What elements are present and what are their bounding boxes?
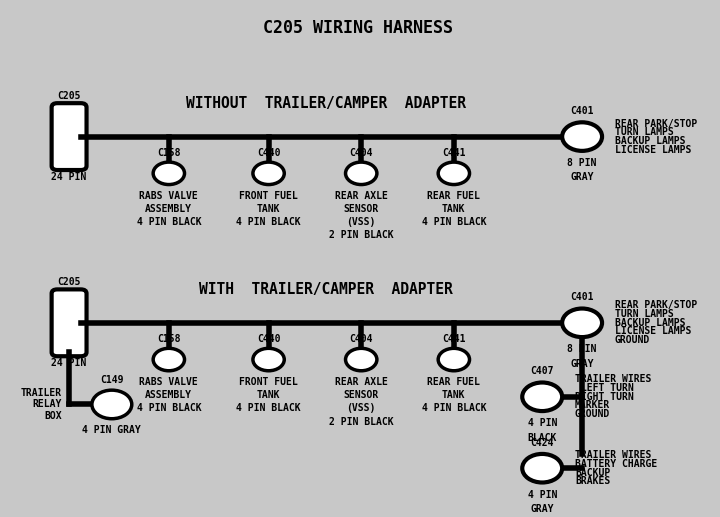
Circle shape: [92, 390, 132, 419]
Text: BACKUP LAMPS: BACKUP LAMPS: [615, 136, 685, 146]
Circle shape: [562, 123, 602, 151]
Text: 8 PIN: 8 PIN: [567, 158, 597, 168]
Text: 2 PIN BLACK: 2 PIN BLACK: [329, 417, 394, 427]
Text: GRAY: GRAY: [531, 504, 554, 514]
Text: C205 WIRING HARNESS: C205 WIRING HARNESS: [263, 19, 453, 37]
Circle shape: [438, 348, 469, 371]
Text: RABS VALVE: RABS VALVE: [140, 191, 198, 201]
Text: TRAILER WIRES: TRAILER WIRES: [575, 450, 652, 460]
Circle shape: [153, 162, 184, 185]
Text: C404: C404: [349, 148, 373, 158]
Text: 8 PIN: 8 PIN: [567, 344, 597, 354]
Text: SENSOR: SENSOR: [343, 390, 379, 400]
Text: 4 PIN BLACK: 4 PIN BLACK: [236, 217, 301, 227]
Text: BRAKES: BRAKES: [575, 476, 611, 486]
Text: 4 PIN BLACK: 4 PIN BLACK: [137, 217, 201, 227]
Text: BATTERY CHARGE: BATTERY CHARGE: [575, 459, 657, 469]
Text: C158: C158: [157, 334, 181, 344]
Text: RABS VALVE: RABS VALVE: [140, 377, 198, 387]
Text: (VSS): (VSS): [346, 403, 376, 414]
Text: GRAY: GRAY: [570, 172, 594, 183]
Text: FRONT FUEL: FRONT FUEL: [239, 191, 298, 201]
Text: WITH  TRAILER/CAMPER  ADAPTER: WITH TRAILER/CAMPER ADAPTER: [199, 282, 452, 297]
Text: TANK: TANK: [257, 204, 280, 214]
Text: BACKUP LAMPS: BACKUP LAMPS: [615, 318, 685, 328]
Text: 4 PIN BLACK: 4 PIN BLACK: [236, 403, 301, 414]
Text: REAR AXLE: REAR AXLE: [335, 191, 387, 201]
Text: 2 PIN BLACK: 2 PIN BLACK: [329, 231, 394, 240]
Text: REAR FUEL: REAR FUEL: [428, 377, 480, 387]
Text: LICENSE LAMPS: LICENSE LAMPS: [615, 326, 691, 337]
Text: 4 PIN: 4 PIN: [528, 490, 557, 499]
Text: SENSOR: SENSOR: [343, 204, 379, 214]
Text: TURN LAMPS: TURN LAMPS: [615, 127, 674, 137]
Circle shape: [562, 309, 602, 337]
Text: 24 PIN: 24 PIN: [51, 358, 86, 368]
Text: 4 PIN BLACK: 4 PIN BLACK: [421, 217, 486, 227]
Text: REAR PARK/STOP: REAR PARK/STOP: [615, 118, 697, 129]
Text: C407: C407: [531, 367, 554, 376]
Text: REAR PARK/STOP: REAR PARK/STOP: [615, 300, 697, 311]
Text: (VSS): (VSS): [346, 217, 376, 227]
FancyBboxPatch shape: [52, 290, 86, 356]
Text: C404: C404: [349, 334, 373, 344]
Text: 24 PIN: 24 PIN: [51, 172, 86, 182]
Text: REAR FUEL: REAR FUEL: [428, 191, 480, 201]
Text: BLACK: BLACK: [528, 433, 557, 443]
Text: C441: C441: [442, 148, 466, 158]
Circle shape: [153, 348, 184, 371]
Circle shape: [253, 348, 284, 371]
Text: FRONT FUEL: FRONT FUEL: [239, 377, 298, 387]
Text: REAR AXLE: REAR AXLE: [335, 377, 387, 387]
Text: LICENSE LAMPS: LICENSE LAMPS: [615, 145, 691, 155]
Text: 4 PIN GRAY: 4 PIN GRAY: [83, 425, 141, 435]
Text: ASSEMBLY: ASSEMBLY: [145, 204, 192, 214]
Circle shape: [346, 348, 377, 371]
Text: RIGHT TURN: RIGHT TURN: [575, 392, 634, 402]
Text: BACKUP: BACKUP: [575, 467, 611, 478]
Circle shape: [253, 162, 284, 185]
Text: TURN LAMPS: TURN LAMPS: [615, 309, 674, 319]
Text: TANK: TANK: [442, 390, 466, 400]
Text: GROUND: GROUND: [615, 335, 650, 345]
Text: C205: C205: [58, 277, 81, 287]
Text: C401: C401: [570, 106, 594, 116]
Text: LEFT TURN: LEFT TURN: [575, 383, 634, 393]
Text: 4 PIN: 4 PIN: [528, 418, 557, 428]
Text: C149: C149: [100, 375, 124, 385]
Text: TANK: TANK: [257, 390, 280, 400]
Text: C205: C205: [58, 91, 81, 101]
Text: TRAILER WIRES: TRAILER WIRES: [575, 374, 652, 385]
Text: ASSEMBLY: ASSEMBLY: [145, 390, 192, 400]
Circle shape: [438, 162, 469, 185]
Text: TANK: TANK: [442, 204, 466, 214]
Text: WITHOUT  TRAILER/CAMPER  ADAPTER: WITHOUT TRAILER/CAMPER ADAPTER: [186, 96, 466, 111]
Text: GROUND: GROUND: [575, 409, 611, 419]
Text: C401: C401: [570, 293, 594, 302]
Text: C441: C441: [442, 334, 466, 344]
Circle shape: [522, 383, 562, 411]
Text: C440: C440: [257, 148, 280, 158]
Text: MARKER: MARKER: [575, 401, 611, 410]
Text: TRAILER
RELAY
BOX: TRAILER RELAY BOX: [21, 388, 62, 421]
Text: C158: C158: [157, 148, 181, 158]
Text: C440: C440: [257, 334, 280, 344]
Text: C424: C424: [531, 438, 554, 448]
Text: GRAY: GRAY: [570, 358, 594, 369]
FancyBboxPatch shape: [52, 103, 86, 170]
Text: 4 PIN BLACK: 4 PIN BLACK: [421, 403, 486, 414]
Circle shape: [522, 454, 562, 482]
Circle shape: [346, 162, 377, 185]
Text: 4 PIN BLACK: 4 PIN BLACK: [137, 403, 201, 414]
